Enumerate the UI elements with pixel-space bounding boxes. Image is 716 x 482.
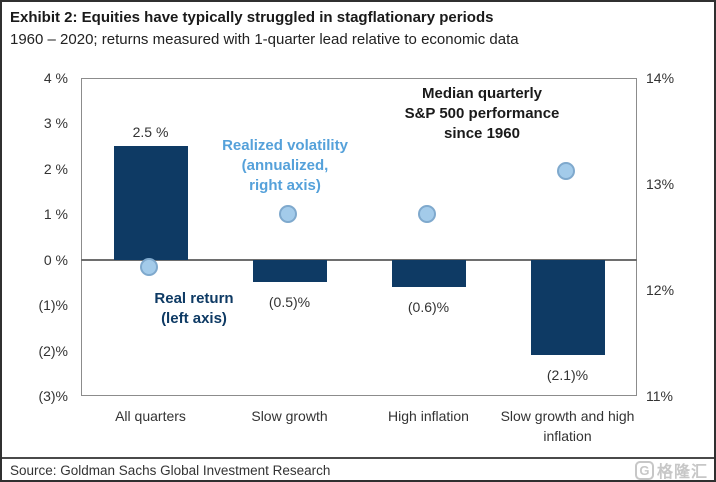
gelonghui-logo-icon: G — [634, 460, 654, 480]
bar — [391, 259, 466, 287]
bar — [113, 146, 188, 260]
volatility-point — [139, 257, 158, 276]
left-axis-tick: (2)% — [38, 342, 68, 359]
left-axis-tick: 0 % — [43, 251, 68, 268]
gelonghui-logo: G 格隆汇 — [634, 458, 708, 481]
page-subtitle: 1960 – 2020; returns measured with 1-qua… — [10, 31, 519, 48]
left-axis-tick: (3)% — [38, 388, 68, 404]
source-note: Source: Goldman Sachs Global Investment … — [10, 463, 331, 478]
right-axis-tick: 11% — [646, 388, 673, 404]
right-axis-tick: 13% — [646, 176, 675, 192]
bar-value-label: 2.5 % — [132, 124, 169, 141]
category-label: High inflation — [388, 408, 469, 424]
left-axis-tick: 2 % — [43, 160, 68, 177]
left-axis-tick: (1)% — [38, 297, 68, 314]
right-axis-tick: 14% — [646, 70, 675, 86]
left-axis-tick: 4 % — [43, 70, 68, 86]
bar — [252, 259, 327, 283]
annotation-median: Median quarterly S&P 500 performance sin… — [404, 85, 560, 142]
category-label: All quarters — [115, 408, 186, 424]
left-axis-tick: 1 % — [43, 206, 68, 223]
annotation-real-return: Real return (left axis) — [154, 290, 234, 327]
category-label: Slow growth and high inflation — [500, 408, 635, 444]
zero-axis-line — [81, 258, 637, 261]
volatility-point — [556, 162, 575, 181]
bar — [530, 259, 605, 356]
bar-value-label: (0.5)% — [268, 294, 311, 311]
bar-value-label: (0.6)% — [407, 298, 450, 315]
category-label: Slow growth — [251, 408, 328, 424]
annotation-volatility: Realized volatility (annualized, right a… — [222, 137, 348, 194]
page-title: Exhibit 2: Equities have typically strug… — [10, 9, 494, 26]
bar-value-label: (2.1)% — [546, 367, 589, 384]
gelonghui-logo-text: 格隆汇 — [656, 464, 708, 481]
right-axis-tick: 12% — [646, 282, 675, 298]
footer-divider — [2, 457, 714, 459]
volatility-point — [278, 204, 297, 223]
volatility-point — [417, 204, 436, 223]
left-axis-tick: 3 % — [43, 115, 68, 132]
